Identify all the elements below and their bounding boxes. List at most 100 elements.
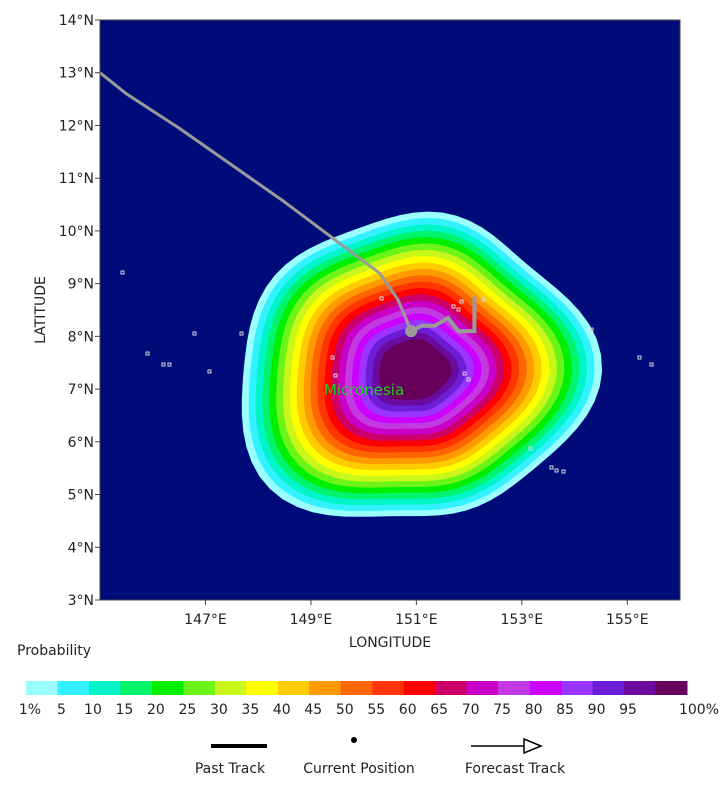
island-marker xyxy=(528,446,533,451)
island-marker xyxy=(481,297,486,302)
legend-label: 40 xyxy=(273,702,291,718)
legend-swatch xyxy=(26,681,58,695)
island-marker xyxy=(554,468,559,473)
legend-label: 85 xyxy=(556,702,574,718)
legend-title: Probability xyxy=(17,643,91,659)
legend-label: 25 xyxy=(178,702,196,718)
legend-labels: 1% 5 10 15 20 25 30 35 40 45 50 55 60 65 70 75 80 85 90 95 1… xyxy=(19,702,719,718)
probability-contours xyxy=(241,211,603,517)
forecast-track-key-arrowhead-icon xyxy=(523,737,543,755)
plot-frame xyxy=(99,19,681,601)
map-plot: Micronesia xyxy=(99,19,681,601)
probability-contour-ring xyxy=(379,338,452,400)
y-tick-label: 10°N xyxy=(59,224,94,240)
legend-label: 75 xyxy=(493,702,511,718)
legend-label: 1% xyxy=(19,702,41,718)
legend-swatch xyxy=(151,681,184,695)
y-tick-label: 13°N xyxy=(59,66,94,82)
latitude-axis: 3°N 4°N 5°N 6°N 7°N 8°N 9°N 10°N 11°N 12°N 13°N 14°… xyxy=(59,13,100,609)
storm-tracks xyxy=(100,71,477,338)
current-position-marker xyxy=(405,325,418,338)
island-marker xyxy=(462,371,467,376)
legend-swatch xyxy=(88,681,121,695)
legend-label: 45 xyxy=(304,702,322,718)
legend-label: 80 xyxy=(525,702,543,718)
x-tick-label: 149°E xyxy=(290,612,333,628)
legend-label: 20 xyxy=(147,702,165,718)
legend-swatch xyxy=(624,681,657,695)
y-tick-label: 3°N xyxy=(68,593,94,609)
legend-swatch xyxy=(277,681,310,695)
island-marker xyxy=(161,362,166,367)
island-marker xyxy=(330,355,335,360)
legend-label: 95 xyxy=(619,702,637,718)
island-marker xyxy=(120,270,125,275)
x-tick-label: 147°E xyxy=(184,612,227,628)
legend-swatch xyxy=(309,681,342,695)
island-marker xyxy=(466,377,471,382)
legend-label: 35 xyxy=(241,702,259,718)
legend-swatch xyxy=(340,681,373,695)
current-position-key-label: Current Position xyxy=(303,761,415,777)
legend-label: 60 xyxy=(399,702,417,718)
legend-label: 65 xyxy=(430,702,448,718)
current-position-key-dot xyxy=(351,737,357,743)
legend-swatch xyxy=(655,681,688,695)
legend-swatch xyxy=(214,681,247,695)
forecast-track-key-label: Forecast Track xyxy=(465,761,566,777)
legend-swatch xyxy=(246,681,279,695)
island-marker xyxy=(451,304,456,309)
y-axis-title: LATITUDE xyxy=(33,276,49,344)
island-marker xyxy=(379,296,384,301)
x-axis-title: LONGITUDE xyxy=(349,635,431,651)
legend-label: 55 xyxy=(367,702,385,718)
legend-label: 15 xyxy=(116,702,134,718)
island-marker xyxy=(239,331,244,336)
legend-swatch xyxy=(529,681,562,695)
island-marker xyxy=(456,307,461,312)
island-marker xyxy=(459,299,464,304)
legend-label: 50 xyxy=(336,702,354,718)
island-marker xyxy=(637,355,642,360)
legend-label: 70 xyxy=(462,702,480,718)
legend-swatch xyxy=(120,681,153,695)
x-tick-label: 155°E xyxy=(606,612,649,628)
legend-swatch xyxy=(57,681,90,695)
probability-legend: Probability 1% 5 10 15 20 25 30 35 40 45 50 55 60 65 7… xyxy=(17,643,719,718)
y-tick-label: 14°N xyxy=(59,13,94,29)
legend-label: 100% xyxy=(679,702,719,718)
island-outlines xyxy=(120,270,654,474)
legend-label: 90 xyxy=(588,702,606,718)
island-marker xyxy=(549,465,554,470)
y-tick-label: 7°N xyxy=(68,382,94,398)
y-tick-label: 8°N xyxy=(68,329,94,345)
legend-label: 10 xyxy=(84,702,102,718)
region-label: Micronesia xyxy=(324,381,404,399)
legend-swatch xyxy=(498,681,531,695)
y-tick-label: 11°N xyxy=(59,171,94,187)
y-tick-label: 6°N xyxy=(68,435,94,451)
island-marker xyxy=(649,362,654,367)
legend-color-bar xyxy=(26,681,688,695)
island-marker xyxy=(167,362,172,367)
island-marker xyxy=(333,373,338,378)
y-tick-label: 12°N xyxy=(59,118,94,134)
legend-label: 5 xyxy=(57,702,66,718)
legend-swatch xyxy=(372,681,405,695)
legend-label: 30 xyxy=(210,702,228,718)
y-tick-label: 9°N xyxy=(68,277,94,293)
island-marker xyxy=(145,351,150,356)
legend-swatch xyxy=(561,681,594,695)
forecast-track-line xyxy=(410,296,477,334)
legend-swatch xyxy=(592,681,625,695)
legend-swatch xyxy=(466,681,499,695)
legend-swatch xyxy=(435,681,468,695)
x-tick-label: 153°E xyxy=(501,612,544,628)
legend-swatch xyxy=(403,681,436,695)
y-tick-label: 4°N xyxy=(68,540,94,556)
y-tick-label: 5°N xyxy=(68,488,94,504)
longitude-axis: 147°E 149°E 151°E 153°E 155°E xyxy=(184,600,649,628)
island-marker xyxy=(561,469,566,474)
island-marker xyxy=(192,331,197,336)
